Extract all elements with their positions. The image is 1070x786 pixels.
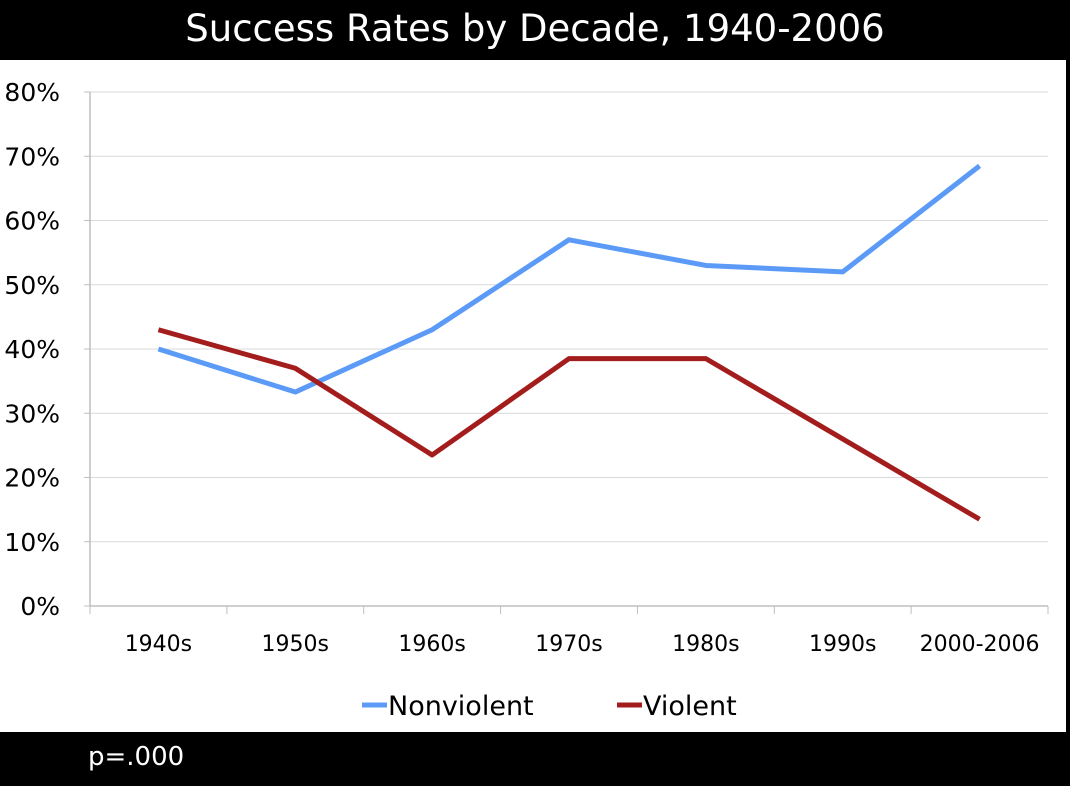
legend-label-nonviolent: Nonviolent bbox=[388, 691, 534, 722]
x-tick-label: 1980s bbox=[672, 632, 739, 657]
x-tick-label: 1950s bbox=[262, 632, 329, 657]
y-tick-label: 50% bbox=[4, 271, 60, 300]
y-tick-label: 40% bbox=[4, 335, 60, 364]
y-tick-label: 0% bbox=[20, 592, 60, 621]
x-tick-label: 1960s bbox=[398, 632, 465, 657]
x-tick-label: 2000-2006 bbox=[920, 632, 1040, 657]
y-tick-label: 30% bbox=[4, 399, 60, 428]
y-tick-label: 60% bbox=[4, 207, 60, 236]
legend-label-violent: Violent bbox=[643, 691, 737, 722]
x-tick-label: 1970s bbox=[535, 632, 602, 657]
x-tick-label: 1940s bbox=[125, 632, 192, 657]
y-tick-label: 10% bbox=[4, 528, 60, 557]
axes bbox=[84, 91, 1049, 614]
title-bar: Success Rates by Decade, 1940-2006 bbox=[0, 0, 1070, 60]
x-tick-label: 1990s bbox=[809, 632, 876, 657]
p-value-note: p=.000 bbox=[88, 742, 185, 772]
legend: Nonviolent Violent bbox=[362, 691, 737, 722]
footer-bar: p=.000 bbox=[0, 732, 1070, 786]
y-tick-label: 20% bbox=[4, 464, 60, 493]
y-axis-ticks: 0% 10% 20% 30% 40% 50% 60% 70% 80% bbox=[4, 78, 60, 621]
grid-lines bbox=[90, 91, 1048, 543]
series-line-violent bbox=[157, 327, 981, 522]
y-tick-label: 70% bbox=[4, 142, 60, 171]
chart-title: Success Rates by Decade, 1940-2006 bbox=[185, 7, 885, 50]
y-tick-label: 80% bbox=[4, 78, 60, 107]
line-chart: 0% 10% 20% 30% 40% 50% 60% 70% 80% 1940s 1950s 196… bbox=[4, 78, 1049, 722]
chart-panel: 0% 10% 20% 30% 40% 50% 60% 70% 80% 1940s 1950s 196… bbox=[0, 60, 1066, 732]
series-lines bbox=[157, 163, 982, 522]
x-axis-ticks: 1940s 1950s 1960s 1970s 1980s 1990s 2000-2006 bbox=[125, 632, 1040, 657]
series-line-nonviolent bbox=[157, 163, 982, 395]
